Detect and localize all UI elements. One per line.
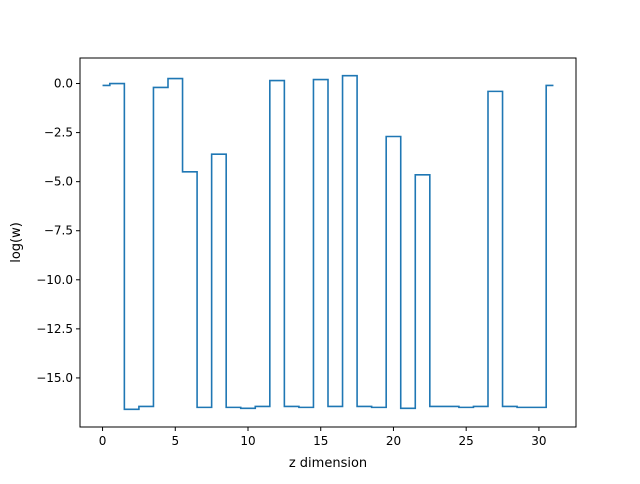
x-tick-label: 30 — [531, 434, 546, 448]
x-tick-label: 25 — [459, 434, 474, 448]
series-layer — [102, 74, 554, 411]
y-tick-label: −5.0 — [44, 175, 73, 189]
x-tick-label: 0 — [99, 434, 107, 448]
y-tick-label: −2.5 — [44, 126, 73, 140]
x-tick-label: 10 — [240, 434, 255, 448]
y-tick-label: −12.5 — [36, 322, 73, 336]
x-axis-ticks: 0 5 10 15 20 25 30 — [99, 427, 547, 448]
series-line-1 — [102, 74, 554, 411]
x-axis-label: z dimension — [289, 456, 367, 471]
y-tick-label: 0.0 — [54, 77, 73, 91]
x-tick-label: 20 — [386, 434, 401, 448]
plot-frame — [79, 57, 577, 428]
y-tick-label: −7.5 — [44, 224, 73, 238]
y-tick-label: −15.0 — [36, 371, 73, 385]
y-axis-label: log(w) — [9, 222, 24, 263]
y-tick-label: −10.0 — [36, 273, 73, 287]
x-tick-label: 5 — [171, 434, 179, 448]
x-tick-label: 15 — [313, 434, 328, 448]
y-axis-ticks: 0.0 −2.5 −5.0 −7.5 −10.0 −12.5 −15.0 — [36, 77, 80, 385]
